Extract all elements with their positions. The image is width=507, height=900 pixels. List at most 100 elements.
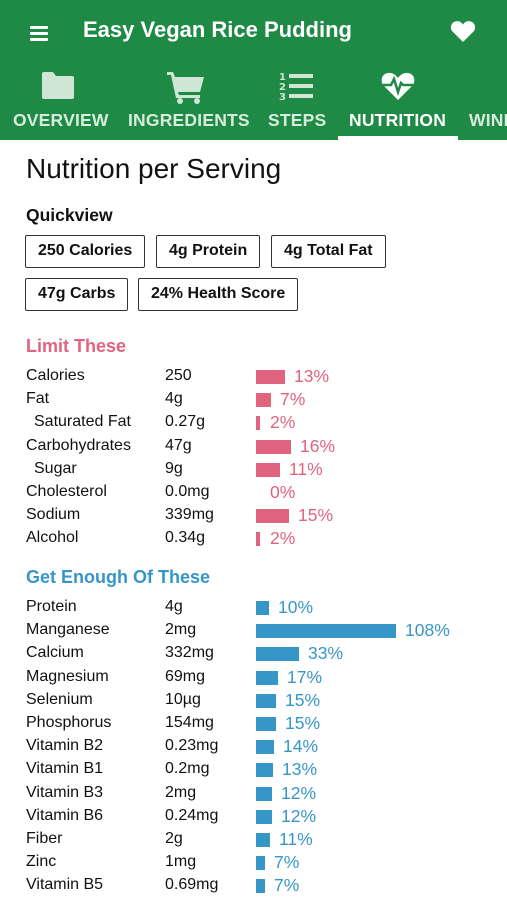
nutrient-row-vitamin-b1: Vitamin B1 0.2mg 13% [0, 759, 507, 783]
nutrient-bar [256, 693, 276, 708]
nutrient-percent: 7% [274, 875, 300, 896]
nutrient-amount: 0.0mg [165, 483, 210, 500]
nutrient-percent: 2% [270, 528, 296, 549]
nutrient-percent: 13% [282, 759, 318, 780]
nutrient-row-carbohydrates: Carbohydrates 47g 16% [0, 436, 507, 460]
menu-button[interactable] [26, 18, 54, 46]
favorite-button[interactable] [450, 19, 478, 45]
nutrient-percent: 7% [274, 852, 300, 873]
nutrient-bar [256, 786, 272, 801]
folder-icon [42, 72, 74, 99]
nutrient-row-vitamin-b6: Vitamin B6 0.24mg 12% [0, 805, 507, 830]
nutrient-name: Vitamin B3 [26, 783, 104, 801]
tab-label: OVERVIEW [13, 110, 109, 130]
tab-overview[interactable]: OVERVIEW [13, 62, 113, 140]
nutrient-row-selenium: Selenium 10µg 15% [0, 689, 507, 714]
nutrient-percent: 14% [283, 736, 319, 757]
nutrient-name: Selenium [26, 690, 93, 708]
nutrient-percent: 2% [270, 412, 296, 433]
quickview-chip-calories: 250 Calories [25, 235, 146, 268]
nutrient-percent: 0% [270, 482, 296, 502]
nutrient-amount: 2mg [165, 621, 197, 639]
nutrient-name: Vitamin B1 [26, 760, 104, 778]
enough-section-title: Get Enough Of These [26, 567, 211, 587]
nutrient-amount: 2g [165, 830, 183, 847]
nutrient-amount: 10µg [165, 690, 201, 708]
nutrient-percent: 15% [298, 505, 334, 526]
nutrient-row-fat: Fat 4g 7% [0, 389, 507, 413]
nutrient-percent: 13% [294, 366, 330, 386]
tab-label: INGREDIENTS [128, 110, 250, 130]
nutrient-bar [256, 717, 276, 731]
tab-ingredients[interactable]: INGREDIENTS [128, 62, 250, 140]
nutrient-percent: 108% [405, 620, 450, 641]
limit-section-title: Limit These [26, 336, 127, 356]
heartbeat-icon [381, 72, 415, 100]
nutrient-row-sugar: Sugar 9g 11% [0, 458, 507, 483]
nutrient-amount: 0.69mg [165, 876, 219, 894]
heart-icon [450, 21, 476, 42]
nutrient-amount: 47g [165, 436, 192, 454]
nutrient-name: Magnesium [26, 667, 109, 685]
nutrient-amount: 69mg [165, 667, 206, 685]
nutrient-percent: 15% [285, 689, 321, 710]
nutrient-percent: 12% [281, 782, 317, 803]
nutrient-bar [256, 647, 299, 662]
nutrient-name: Vitamin B6 [26, 806, 104, 824]
tab-nutrition[interactable]: NUTRITION [349, 62, 449, 140]
menu-icon-line [30, 32, 48, 35]
nutrient-amount: 339mg [165, 506, 214, 524]
nutrient-amount: 0.2mg [165, 760, 210, 778]
nutrient-row-vitamin-b3: Vitamin B3 2mg 12% [0, 782, 507, 807]
numbered-list-icon: 1 2 3 [279, 72, 313, 102]
nutrient-name: Fiber [26, 830, 63, 847]
nutrient-amount: 1mg [165, 853, 197, 871]
nutrient-row-sodium: Sodium 339mg 15% [0, 505, 507, 529]
svg-text:3: 3 [279, 92, 286, 102]
nutrient-bar [256, 879, 265, 894]
nutrient-bar [256, 624, 396, 639]
recipe-title: Easy Vegan Rice Pudding [83, 17, 352, 42]
nutrient-name: Saturated Fat [34, 413, 131, 431]
nutrient-amount: 0.24mg [165, 806, 219, 824]
cart-icon [167, 72, 204, 104]
nutrient-name: Cholesterol [26, 483, 107, 500]
page-title: Nutrition per Serving [26, 153, 282, 184]
nutrient-name: Vitamin B5 [26, 876, 104, 894]
nutrient-bar [256, 856, 265, 871]
nutrient-name: Alcohol [26, 529, 79, 547]
tab-bar: OVERVIEW INGREDIENTS 1 2 3 STEPS [0, 62, 507, 140]
active-tab-indicator [338, 136, 458, 140]
nutrient-amount: 2mg [165, 783, 197, 801]
svg-text:1: 1 [279, 72, 286, 83]
nutrient-row-protein: Protein 4g 10% [0, 597, 507, 621]
nutrient-row-manganese: Manganese 2mg 108% [0, 620, 507, 644]
nutrient-row-vitamin-b5: Vitamin B5 0.69mg 7% [0, 875, 507, 899]
menu-icon-line [30, 26, 48, 29]
nutrient-percent: 15% [285, 713, 321, 733]
nutrient-amount: 250 [165, 367, 192, 384]
nutrient-row-magnesium: Magnesium 69mg 17% [0, 667, 507, 691]
tab-steps[interactable]: 1 2 3 STEPS [268, 62, 328, 140]
nutrient-percent: 12% [281, 805, 317, 826]
nutrient-bar [256, 416, 260, 431]
nutrient-percent: 11% [289, 458, 323, 479]
nutrient-percent: 7% [280, 389, 306, 410]
tab-label: NUTRITION [349, 110, 447, 130]
nutrient-row-fiber: Fiber 2g 11% [0, 829, 507, 853]
nutrient-bar [256, 393, 271, 408]
nutrient-bar [256, 439, 291, 454]
nutrient-row-vitamin-b2: Vitamin B2 0.23mg 14% [0, 736, 507, 760]
nutrient-row-cholesterol: Cholesterol 0.0mg 0% [0, 482, 507, 506]
nutrient-percent: 10% [278, 597, 314, 617]
nutrient-amount: 332mg [165, 644, 214, 662]
nutrient-row-phosphorus: Phosphorus 154mg 15% [0, 713, 507, 737]
nutrient-bar [256, 462, 280, 477]
nutrient-bar [256, 809, 272, 824]
nutrient-bar [256, 601, 269, 615]
nutrient-row-calories: Calories 250 13% [0, 366, 507, 390]
tab-label: WINE [469, 110, 507, 130]
nutrient-name: Fat [26, 390, 50, 408]
nutrient-row-alcohol: Alcohol 0.34g 2% [0, 528, 507, 552]
tab-wine[interactable]: WINE [469, 62, 507, 140]
